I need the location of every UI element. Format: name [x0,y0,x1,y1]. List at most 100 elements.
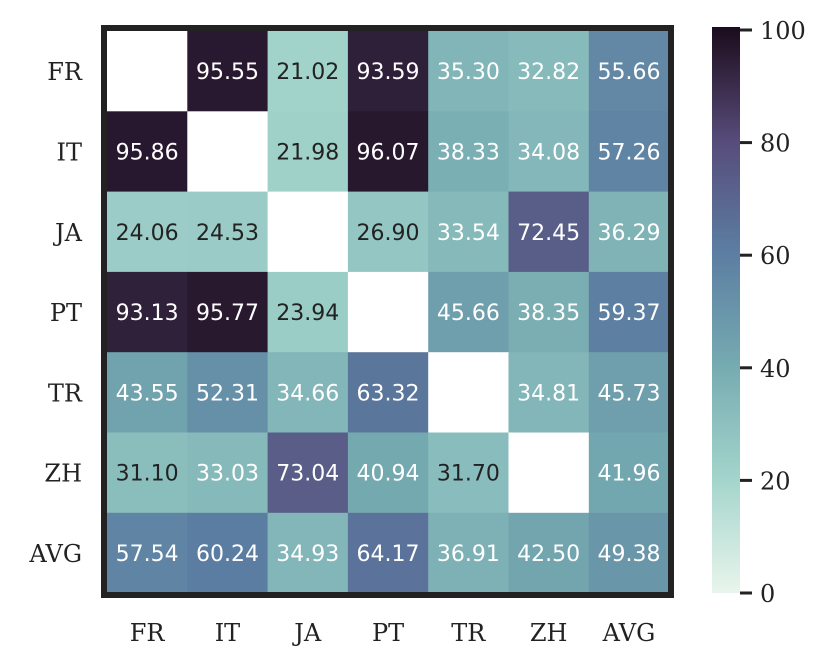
heatmap-cell [267,432,349,514]
heatmap-cell [187,512,269,594]
colorbar-tick-label: 100 [760,17,806,45]
row-label: TR [48,379,83,407]
cell-value-label: 36.91 [437,542,500,567]
cell-value-label: 72.45 [517,221,580,246]
cell-value-label: 40.94 [357,462,420,487]
heatmap-cell [428,271,510,353]
heatmap-cell [588,191,670,273]
cell-value-label: 59.37 [597,301,660,326]
heatmap-cell [107,352,188,434]
row-labels: FR IT JA PT TR ZH AVG [28,58,83,568]
heatmap-cell [107,432,188,514]
cell-value-label: 95.77 [196,301,259,326]
heatmap-cell [107,31,188,112]
row-label: IT [57,138,83,166]
heatmap-cell [428,512,510,594]
heatmap-cell [588,432,670,514]
cell-value-label: 24.06 [116,221,179,246]
cell-value-label: 38.33 [437,140,500,165]
heatmap-cells: 95.55 21.02 93.59 35.30 32.82 55.66 95.86 21.98… [107,31,670,594]
heatmap-cell [107,191,188,273]
heatmap-cell [347,352,429,434]
cell-value-label: 26.90 [357,221,420,246]
heatmap-cell [588,512,670,594]
heatmap-cell [428,111,510,193]
cell-value-label: 63.32 [357,381,420,406]
row-label: FR [47,58,83,86]
colorbar-tick-label: 60 [760,242,791,270]
row-label: ZH [44,460,82,488]
cell-value-label: 45.66 [437,301,500,326]
heatmap-cell [508,191,590,273]
heatmap-cell [347,191,429,273]
heatmap-cell [267,512,349,594]
cell-value-label: 42.50 [517,542,580,567]
cell-value-label: 36.29 [597,221,660,246]
colorbar-tick-label: 0 [760,580,775,608]
row-label: PT [50,299,82,327]
cell-value-label: 43.55 [116,381,179,406]
cell-value-label: 93.13 [116,301,179,326]
row-label: AVG [28,540,82,568]
heatmap-cell [588,352,670,434]
column-label: ZH [530,619,568,647]
heatmap-cell [508,432,590,514]
heatmap-cell [508,352,590,434]
heatmap-cell [187,352,269,434]
cell-value-label: 73.04 [276,462,339,487]
cell-value-label: 95.55 [196,60,259,85]
heatmap-cell [347,31,429,112]
cell-value-label: 95.86 [116,140,179,165]
heatmap-cell [347,111,429,193]
cell-value-label: 34.66 [276,381,339,406]
heatmap-frame [101,25,674,598]
heatmap-cell [267,271,349,353]
heatmap-cell [187,191,269,273]
heatmap-cell [107,512,188,594]
cell-value-label: 32.82 [517,60,580,85]
cell-value-label: 31.70 [437,462,500,487]
heatmap-cell [588,271,670,353]
cell-value-label: 33.03 [196,462,259,487]
heatmap-cell [428,191,510,273]
cell-value-label: 45.73 [597,381,660,406]
heatmap-cell [508,31,590,112]
heatmap-cell [588,111,670,193]
cell-value-label: 31.10 [116,462,179,487]
heatmap-cell [267,191,349,273]
heatmap-cell [267,352,349,434]
cell-value-label: 93.59 [357,60,420,85]
cell-value-label: 23.94 [276,301,339,326]
heatmap-cell [347,512,429,594]
cell-value-label: 34.08 [517,140,580,165]
heatmap-cell [347,432,429,514]
cell-value-label: 64.17 [357,542,420,567]
column-label: PT [372,619,404,647]
colorbar-ticks: 0 20 40 60 80 100 [740,17,806,608]
cell-value-label: 55.66 [597,60,660,85]
heatmap-cell [508,512,590,594]
colorbar-tick-label: 20 [760,467,791,495]
row-label: JA [52,219,83,247]
heatmap-cell [187,271,269,353]
heatmap-cell [508,271,590,353]
heatmap-cell [428,352,510,434]
cell-value-label: 24.53 [196,221,259,246]
cell-value-label: 34.81 [517,381,580,406]
heatmap-cell [187,31,269,112]
colorbar [712,27,740,593]
cell-value-label: 41.96 [597,462,660,487]
column-label: JA [291,619,322,647]
column-label: AVG [602,619,656,647]
heatmap-cell [267,111,349,193]
colorbar-tick-label: 40 [760,355,791,383]
cell-value-label: 35.30 [437,60,500,85]
heatmap-cell [187,111,269,193]
column-label: TR [451,619,486,647]
cell-value-label: 57.54 [116,542,179,567]
column-labels: FR IT JA PT TR ZH AVG [130,619,655,647]
colorbar-tick-label: 80 [760,130,791,158]
heatmap-cell [107,271,188,353]
heatmap-cell [347,271,429,353]
